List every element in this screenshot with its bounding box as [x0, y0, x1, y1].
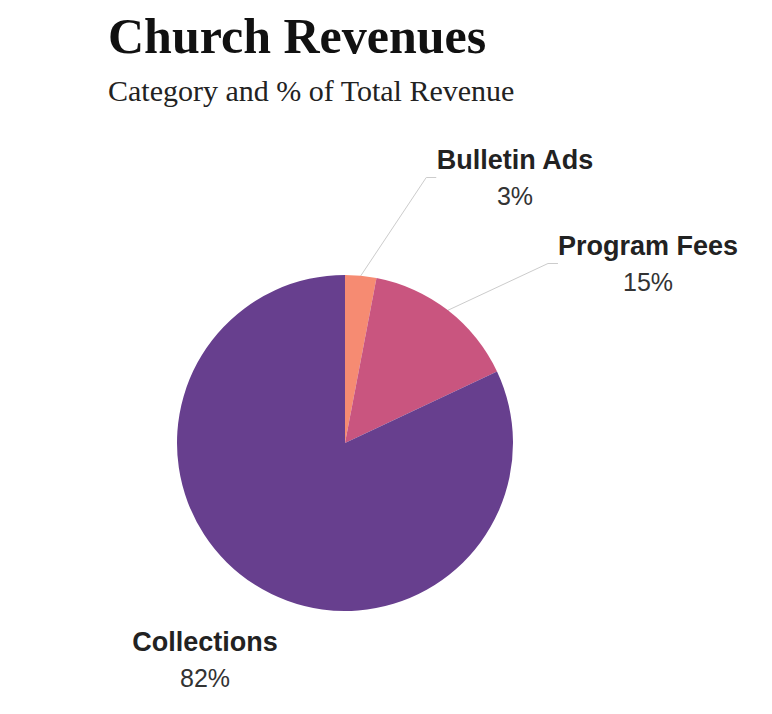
- svg-text:Category and % of Total Revenu: Category and % of Total Revenue: [108, 74, 514, 107]
- svg-text:Program Fees: Program Fees: [558, 231, 738, 261]
- svg-text:15%: 15%: [623, 268, 673, 296]
- svg-text:Collections: Collections: [132, 627, 278, 657]
- svg-text:Church Revenues: Church Revenues: [108, 8, 486, 64]
- svg-text:Bulletin Ads: Bulletin Ads: [437, 145, 594, 175]
- svg-text:82%: 82%: [180, 664, 230, 692]
- svg-text:3%: 3%: [497, 182, 533, 210]
